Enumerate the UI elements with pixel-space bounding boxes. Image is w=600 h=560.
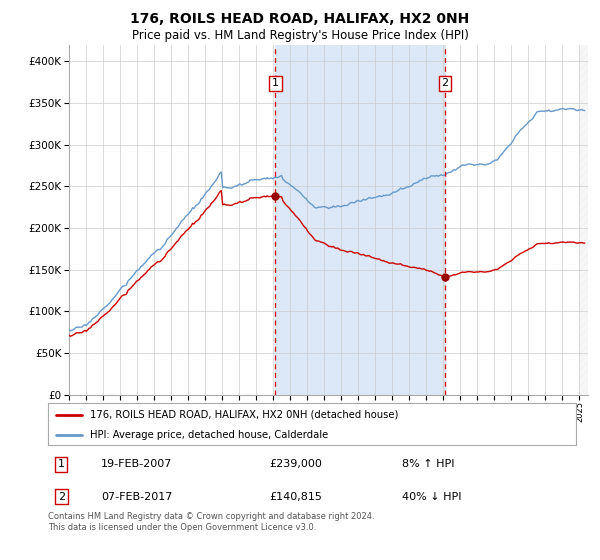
- Text: 8% ↑ HPI: 8% ↑ HPI: [402, 459, 454, 469]
- Text: 176, ROILS HEAD ROAD, HALIFAX, HX2 0NH (detached house): 176, ROILS HEAD ROAD, HALIFAX, HX2 0NH (…: [90, 410, 398, 420]
- Text: 2: 2: [58, 492, 65, 502]
- Text: 2: 2: [442, 78, 449, 88]
- Text: 19-FEB-2007: 19-FEB-2007: [101, 459, 172, 469]
- Text: Contains HM Land Registry data © Crown copyright and database right 2024.
This d: Contains HM Land Registry data © Crown c…: [48, 512, 374, 532]
- Text: 1: 1: [58, 459, 65, 469]
- Text: HPI: Average price, detached house, Calderdale: HPI: Average price, detached house, Cald…: [90, 430, 328, 440]
- Text: 1: 1: [272, 78, 279, 88]
- Bar: [275, 45, 445, 395]
- Text: 176, ROILS HEAD ROAD, HALIFAX, HX2 0NH: 176, ROILS HEAD ROAD, HALIFAX, HX2 0NH: [130, 12, 470, 26]
- Text: £239,000: £239,000: [270, 459, 323, 469]
- Text: 07-FEB-2017: 07-FEB-2017: [101, 492, 172, 502]
- Text: Price paid vs. HM Land Registry's House Price Index (HPI): Price paid vs. HM Land Registry's House …: [131, 29, 469, 42]
- Text: £140,815: £140,815: [270, 492, 323, 502]
- Bar: [580, 45, 588, 395]
- Text: 40% ↓ HPI: 40% ↓ HPI: [402, 492, 461, 502]
